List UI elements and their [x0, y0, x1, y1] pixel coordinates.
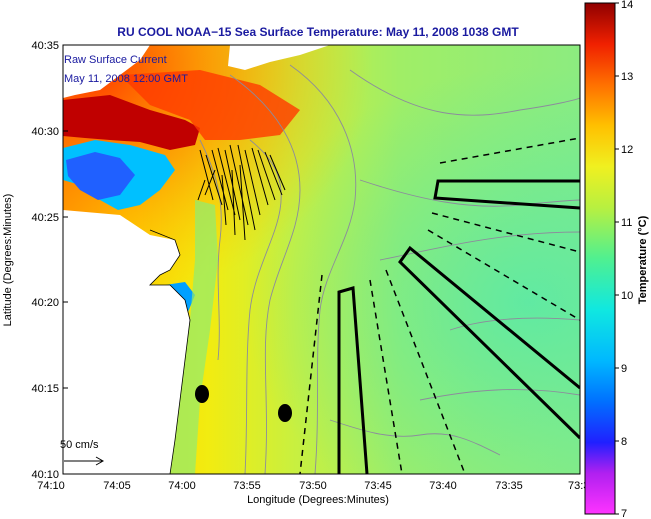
current-vector — [197, 144, 286, 241]
scale-arrow-head — [95, 456, 105, 466]
map-panel — [63, 45, 580, 474]
contour-line — [229, 74, 301, 474]
y-tick-label: 40:10 — [31, 469, 59, 481]
colorbar-ticks — [615, 2, 619, 515]
x-tick-label: 73:50 — [299, 480, 327, 492]
warm-band — [120, 70, 300, 140]
y-tick-label: 40:25 — [31, 212, 59, 224]
y-axis-label: Latitude (Degrees:Minutes) — [2, 194, 14, 327]
contour-line — [329, 419, 501, 456]
y-tick-label: 40:35 — [31, 40, 59, 52]
dashed-radials — [299, 137, 580, 474]
y-tick-label: 40:20 — [31, 297, 59, 309]
colorbar: 14 13 12 11 10 9 8 7 Temperature (°C) — [584, 0, 649, 519]
study-box-central — [337, 286, 369, 474]
contour-line — [289, 64, 357, 474]
land-long-island — [228, 45, 330, 70]
coastline — [149, 229, 191, 474]
radial-line — [385, 269, 466, 474]
y-axis: 40:35 40:30 40:25 40:20 40:15 40:10 Lati… — [2, 40, 68, 481]
y-tick-label: 40:30 — [31, 126, 59, 138]
x-tick-label: 73:3 — [568, 480, 589, 492]
x-tick-label: 73:45 — [364, 480, 392, 492]
radial-line — [299, 274, 323, 474]
colorbar-tick-label: 11 — [621, 217, 632, 229]
contour-line — [419, 389, 580, 401]
land-new-jersey — [63, 210, 190, 474]
colorbar-label: Temperature (°C) — [637, 215, 649, 304]
colorbar-tick-label: 10 — [621, 290, 633, 302]
x-tick-label: 74:00 — [168, 480, 196, 492]
radial-line — [439, 137, 580, 164]
colorbar-tick-label: 12 — [621, 144, 633, 156]
x-axis: 74:10 74:05 74:00 73:55 73:50 73:45 73:4… — [37, 480, 589, 506]
colorbar-tick-label: 7 — [621, 508, 627, 519]
annotation-line-2: May 11, 2008 12:00 GMT — [64, 73, 188, 85]
colorbar-tick-label: 9 — [621, 363, 627, 375]
land-staten-island — [63, 45, 150, 98]
contour-line — [449, 317, 580, 331]
raritan-bay-warm-water — [63, 95, 200, 150]
buoy-marker — [195, 385, 209, 403]
x-axis-label: Longitude (Degrees:Minutes) — [247, 494, 389, 506]
x-tick-label: 73:35 — [495, 480, 523, 492]
study-box-east — [398, 245, 580, 440]
study-regions — [337, 179, 580, 474]
contour-line — [349, 69, 580, 116]
x-tick-label: 74:05 — [103, 480, 131, 492]
study-box-north — [433, 179, 580, 210]
scale-label: 50 cm/s — [60, 439, 99, 451]
nearshore-strip — [170, 200, 218, 474]
x-tick-label: 73:40 — [429, 480, 457, 492]
surface-current-vectors — [197, 144, 286, 241]
colorbar-tick-label: 8 — [621, 436, 627, 448]
colorbar-tick-label: 14 — [621, 0, 633, 11]
x-tick-label: 73:55 — [233, 480, 261, 492]
buoy-marker — [278, 404, 292, 422]
contour-line — [244, 139, 282, 474]
annotation-line-1: Raw Surface Current — [64, 54, 167, 66]
contour-line — [199, 139, 222, 361]
colorbar-tick-label: 13 — [621, 71, 633, 83]
x-tick-label: 74:10 — [37, 480, 65, 492]
contour-line — [359, 179, 580, 207]
radial-line — [427, 229, 580, 321]
y-tick-label: 40:15 — [31, 383, 59, 395]
colorbar-gradient — [584, 2, 616, 515]
figure-title: RU COOL NOAA−15 Sea Surface Temperature:… — [117, 25, 519, 39]
map-frame — [62, 44, 581, 475]
radial-line — [431, 212, 580, 253]
cold-patch-dark — [66, 152, 135, 200]
